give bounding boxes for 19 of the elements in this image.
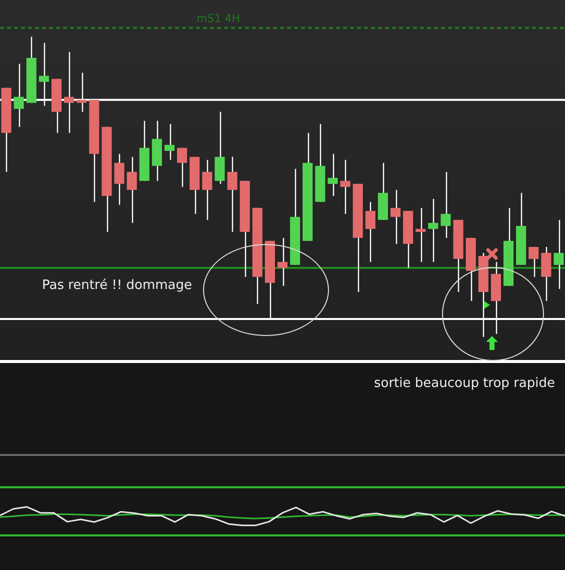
candlestick <box>390 189 401 245</box>
candlestick <box>126 156 137 224</box>
annotation: Pas rentré !! dommage <box>42 278 192 293</box>
candlestick <box>227 156 238 233</box>
text: sortie beaucoup trop rapide <box>374 376 555 391</box>
candlestick <box>528 246 539 278</box>
candlestick <box>202 159 212 221</box>
ref-line-label: mS1 4H <box>196 12 240 26</box>
candlestick <box>416 207 426 263</box>
candlestick <box>328 153 338 196</box>
candlestick <box>554 219 564 290</box>
candlestick <box>365 201 376 263</box>
candlestick <box>340 159 350 215</box>
candlestick <box>177 147 188 188</box>
candlestick <box>440 171 451 239</box>
candlestick <box>277 237 288 287</box>
candlestick <box>164 123 175 160</box>
candlestick <box>114 153 124 206</box>
candlestick <box>428 198 438 263</box>
